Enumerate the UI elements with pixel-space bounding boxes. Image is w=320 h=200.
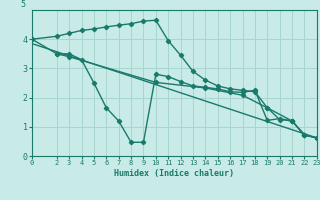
Text: 5: 5: [21, 0, 26, 9]
X-axis label: Humidex (Indice chaleur): Humidex (Indice chaleur): [115, 169, 234, 178]
